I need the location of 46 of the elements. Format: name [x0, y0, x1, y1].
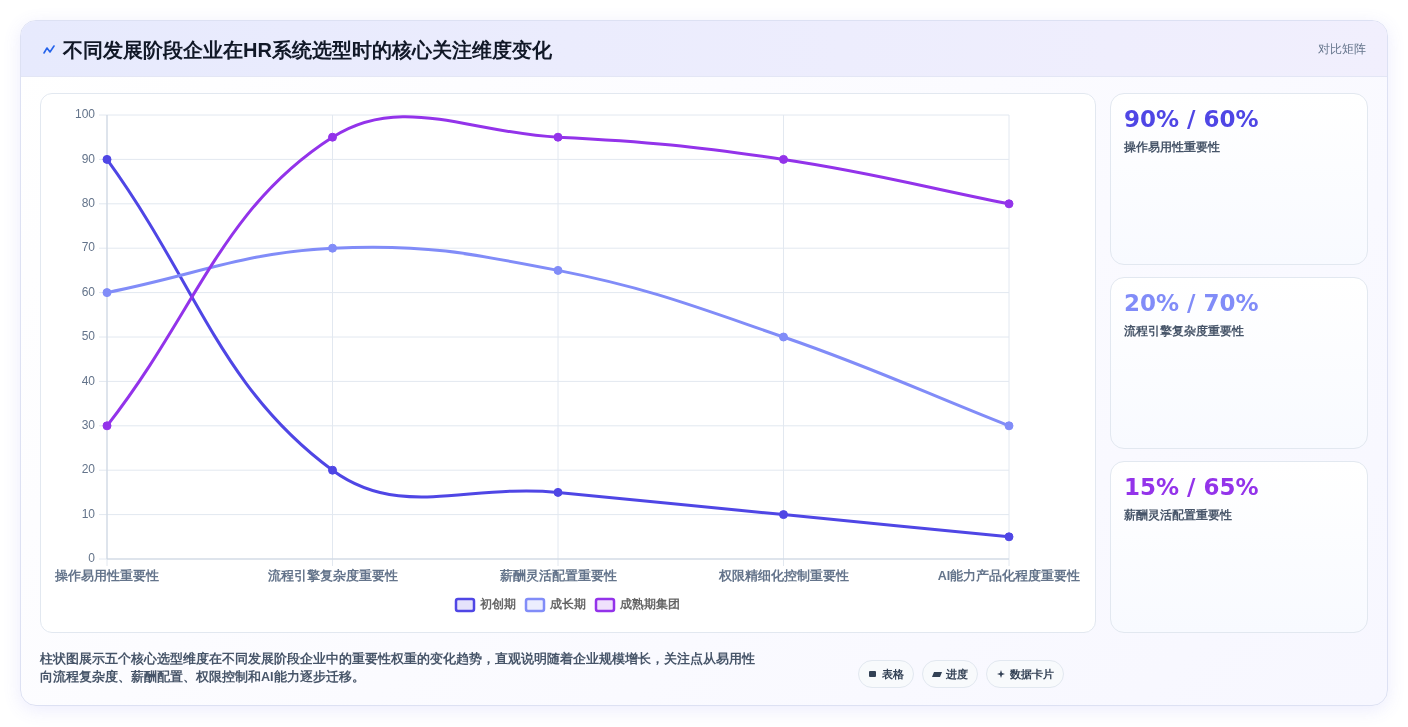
text: 操作易用性重要性 [1124, 139, 1220, 156]
text: 90% / 60% [1124, 106, 1259, 132]
point [328, 132, 337, 142]
text: 20% / 70% [1124, 290, 1259, 316]
y-tick-label: 10 [81, 506, 96, 521]
point [328, 465, 337, 475]
x-tick-label: AI能力产品化程度重要性 [937, 568, 1081, 584]
y-tick-label: 30 [81, 417, 96, 432]
point [779, 510, 788, 520]
point [779, 154, 788, 164]
point [102, 154, 112, 164]
y-tick-label: 20 [81, 462, 96, 477]
legend-label: 初创期 [479, 597, 516, 612]
point [1004, 199, 1014, 209]
x-tick-label: 操作易用性重要性 [54, 568, 159, 584]
y-tick-label: 100 [74, 107, 96, 122]
y-tick-label: 50 [81, 329, 96, 344]
text: 数据卡片 [1010, 666, 1054, 682]
y-tick-label: 40 [81, 373, 96, 388]
point [779, 332, 788, 342]
chart-title: 不同发展阶段企业在HR系统选型时的核心关注维度变化 [63, 38, 552, 63]
x-tick-label: 流程引擎复杂度重要性 [266, 568, 398, 584]
text: 进度 [946, 666, 968, 682]
text: 薪酬灵活配置重要性 [1124, 507, 1232, 524]
text: 15% / 65% [1124, 474, 1259, 500]
legend-label: 成长期 [549, 597, 586, 612]
text: 表格 [882, 666, 904, 682]
point [553, 487, 563, 497]
point [553, 132, 563, 142]
text: 柱状图展示五个核心选型维度在不同发展阶段企业中的重要性权重的变化趋势，直观说明随着企业规模增长，关注点从易用性向流程复杂度、薪酬配置、权限控制和AI能力逐步迁移。 [40, 650, 756, 686]
legend-label: 成熟期集团 [619, 597, 680, 612]
x-tick-label: 薪酬灵活配置重要性 [498, 568, 617, 584]
point [1004, 532, 1014, 542]
text: 对比矩阵 [1318, 41, 1366, 58]
y-tick-label: 70 [81, 240, 96, 255]
y-tick-label: 90 [81, 151, 96, 166]
y-tick-label: 80 [81, 195, 96, 210]
y-tick-label: 0 [88, 551, 96, 566]
point [328, 243, 337, 253]
y-tick-label: 60 [81, 284, 96, 299]
point [102, 421, 112, 431]
text: 流程引擎复杂度重要性 [1124, 323, 1244, 340]
point [1004, 421, 1014, 431]
point [553, 265, 563, 275]
point [102, 288, 112, 298]
x-tick-label: 权限精细化控制重要性 [717, 568, 849, 584]
